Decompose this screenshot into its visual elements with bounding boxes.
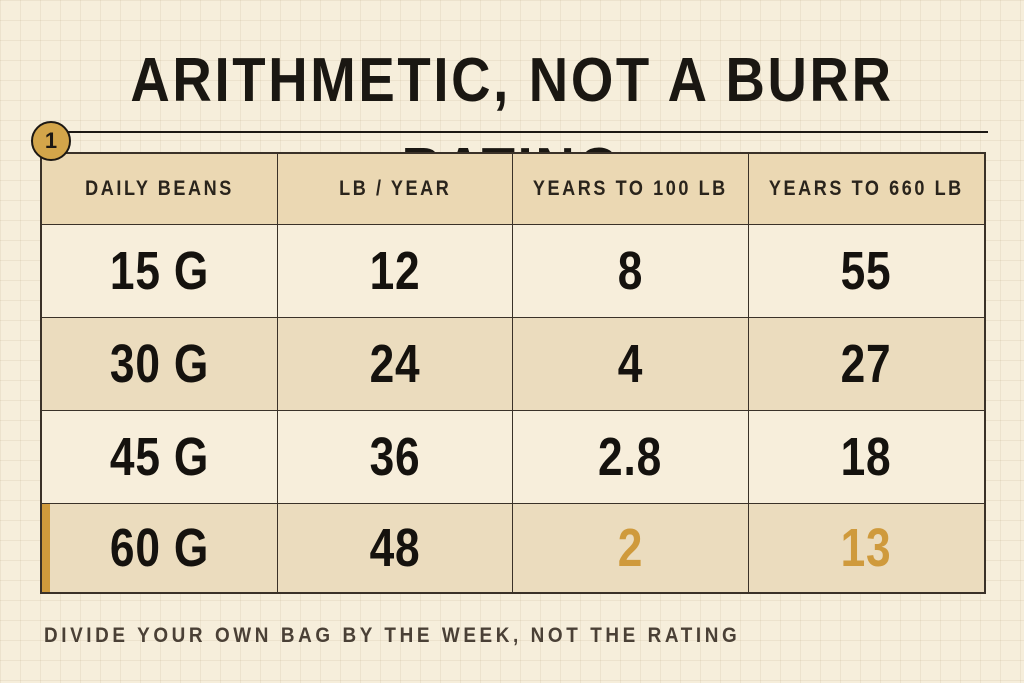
cell-years-to-660: 27: [841, 334, 892, 394]
cell-daily-beans: 45 G: [109, 427, 210, 487]
table-cell: 8: [513, 225, 749, 317]
table-cell: 2: [513, 504, 749, 592]
page-title: ARITHMETIC, NOT A BURR RATING: [130, 46, 894, 205]
row-highlight-marker: [42, 504, 50, 592]
cell-years-to-660: 18: [841, 427, 892, 487]
table-header-row: DAILY BEANS LB / YEAR YEARS TO 100 LB YE…: [42, 154, 984, 225]
table-cell: 24: [278, 318, 513, 410]
header-cell: DAILY BEANS: [42, 154, 278, 224]
table-cell: 18: [749, 411, 984, 503]
header-lb-year: LB / YEAR: [338, 177, 452, 200]
table-row: 30 G 24 4 27: [42, 318, 984, 411]
table-cell: 45 G: [42, 411, 278, 503]
table-row: 45 G 36 2.8 18: [42, 411, 984, 504]
header-years-to-660: YEARS TO 660 LB: [769, 177, 964, 200]
table-cell: 48: [278, 504, 513, 592]
table-cell: 55: [749, 225, 984, 317]
header-daily-beans: DAILY BEANS: [85, 177, 234, 200]
cell-lb-year: 48: [369, 518, 421, 578]
cell-years-to-660: 55: [841, 241, 892, 301]
header-cell: LB / YEAR: [278, 154, 513, 224]
divider-rule: [68, 131, 988, 133]
table-cell: 60 G: [42, 504, 278, 592]
table-cell: 4: [513, 318, 749, 410]
header-cell: YEARS TO 100 LB: [513, 154, 749, 224]
footer-caption: DIVIDE YOUR OWN BAG BY THE WEEK, NOT THE…: [44, 624, 741, 647]
cell-years-to-100: 2.8: [598, 427, 663, 487]
cell-daily-beans: 30 G: [109, 334, 210, 394]
cell-lb-year: 12: [369, 241, 421, 301]
cell-years-to-100: 2: [617, 518, 644, 578]
table-row-highlighted: 60 G 48 2 13: [42, 504, 984, 592]
cell-daily-beans: 60 G: [109, 518, 210, 578]
table-cell: 13: [749, 504, 984, 592]
table-cell: 27: [749, 318, 984, 410]
table-cell: 15 G: [42, 225, 278, 317]
table-cell: 36: [278, 411, 513, 503]
cell-lb-year: 36: [369, 427, 421, 487]
cell-years-to-100: 4: [617, 334, 644, 394]
step-number-badge: 1: [31, 121, 71, 161]
data-table: DAILY BEANS LB / YEAR YEARS TO 100 LB YE…: [40, 152, 986, 594]
cell-daily-beans: 15 G: [109, 241, 210, 301]
header-cell: YEARS TO 660 LB: [749, 154, 984, 224]
cell-years-to-660: 13: [841, 518, 892, 578]
cell-lb-year: 24: [369, 334, 421, 394]
table-cell: 2.8: [513, 411, 749, 503]
cell-years-to-100: 8: [617, 241, 644, 301]
table-cell: 12: [278, 225, 513, 317]
header-years-to-100: YEARS TO 100 LB: [533, 177, 728, 200]
table-row: 15 G 12 8 55: [42, 225, 984, 318]
table-cell: 30 G: [42, 318, 278, 410]
